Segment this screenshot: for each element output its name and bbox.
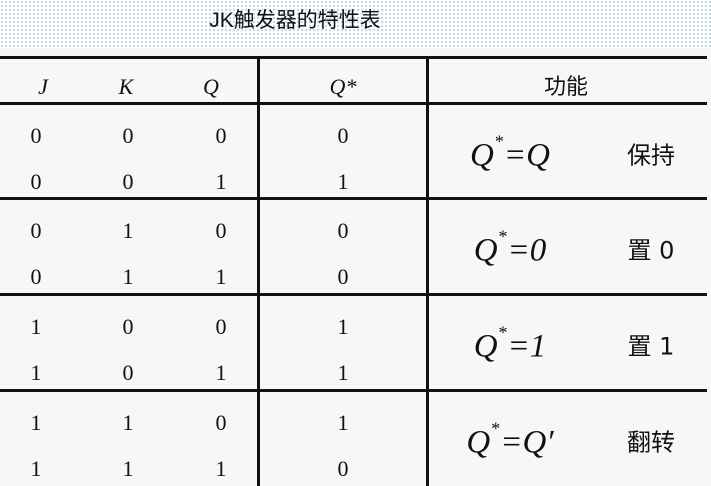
formula-lhs: Q (473, 328, 498, 365)
header-j: J (38, 74, 48, 99)
cell-j: 0 (30, 169, 42, 194)
cell-j: 0 (30, 264, 42, 289)
cell-k: 0 (122, 123, 134, 148)
cell-q: 0 (215, 123, 227, 148)
cell-k: 0 (122, 169, 134, 194)
cell-qstar: 0 (337, 456, 349, 481)
function-formula: Q*=Q (470, 132, 550, 175)
cell-j: 1 (30, 314, 42, 339)
cell-qstar: 1 (337, 360, 349, 385)
cell-q: 1 (215, 456, 227, 481)
header-q: Q (203, 74, 219, 99)
cell-k: 0 (122, 360, 134, 385)
cell-j: 1 (30, 410, 42, 435)
column-divider (257, 57, 260, 486)
cell-q: 0 (215, 314, 227, 339)
formula-lhs: Q (473, 232, 498, 269)
page-title: JK触发器的特性表 (209, 9, 381, 32)
cell-j: 1 (30, 456, 42, 481)
formula-star: * (494, 131, 504, 152)
cell-qstar: 0 (337, 264, 349, 289)
header-divider (0, 102, 707, 105)
cell-qstar: 0 (337, 218, 349, 243)
formula-rhs: =Q (503, 137, 550, 174)
cell-j: 0 (30, 218, 42, 243)
cell-q: 0 (215, 218, 227, 243)
cell-q: 0 (215, 410, 227, 435)
function-label: 置 0 (627, 236, 675, 265)
cell-k: 1 (122, 410, 134, 435)
title-banner (0, 0, 711, 48)
header-k: K (118, 74, 134, 99)
cell-k: 1 (122, 218, 134, 243)
cell-qstar: 1 (337, 410, 349, 435)
formula-star: * (491, 418, 501, 439)
formula-lhs: Q (470, 137, 494, 174)
function-label: 保持 (627, 141, 675, 170)
formula-rhs: =Q′ (500, 424, 554, 461)
cell-qstar: 1 (337, 169, 349, 194)
cell-j: 0 (30, 123, 42, 148)
function-label: 翻转 (627, 428, 675, 457)
row-divider (0, 197, 707, 200)
cell-qstar: 1 (337, 314, 349, 339)
formula-star: * (498, 322, 508, 343)
row-divider (0, 293, 707, 296)
header-qstar: Q* (329, 74, 357, 99)
table-top-border (0, 56, 707, 59)
formula-rhs: =0 (507, 232, 547, 269)
function-formula: Q*=Q′ (466, 419, 553, 462)
function-formula: Q*=0 (474, 227, 547, 270)
header-function: 功能 (543, 75, 589, 100)
cell-k: 0 (122, 314, 134, 339)
function-label: 置 1 (627, 332, 675, 361)
formula-lhs: Q (466, 424, 491, 461)
cell-k: 1 (122, 264, 134, 289)
function-formula: Q*=1 (474, 323, 547, 366)
cell-j: 1 (30, 360, 42, 385)
cell-q: 1 (215, 169, 227, 194)
cell-q: 1 (215, 360, 227, 385)
cell-qstar: 0 (337, 123, 349, 148)
row-divider (0, 389, 707, 392)
column-divider (426, 57, 429, 486)
formula-rhs: =1 (507, 328, 547, 365)
formula-star: * (498, 226, 508, 247)
cell-q: 1 (215, 264, 227, 289)
cell-k: 1 (122, 456, 134, 481)
